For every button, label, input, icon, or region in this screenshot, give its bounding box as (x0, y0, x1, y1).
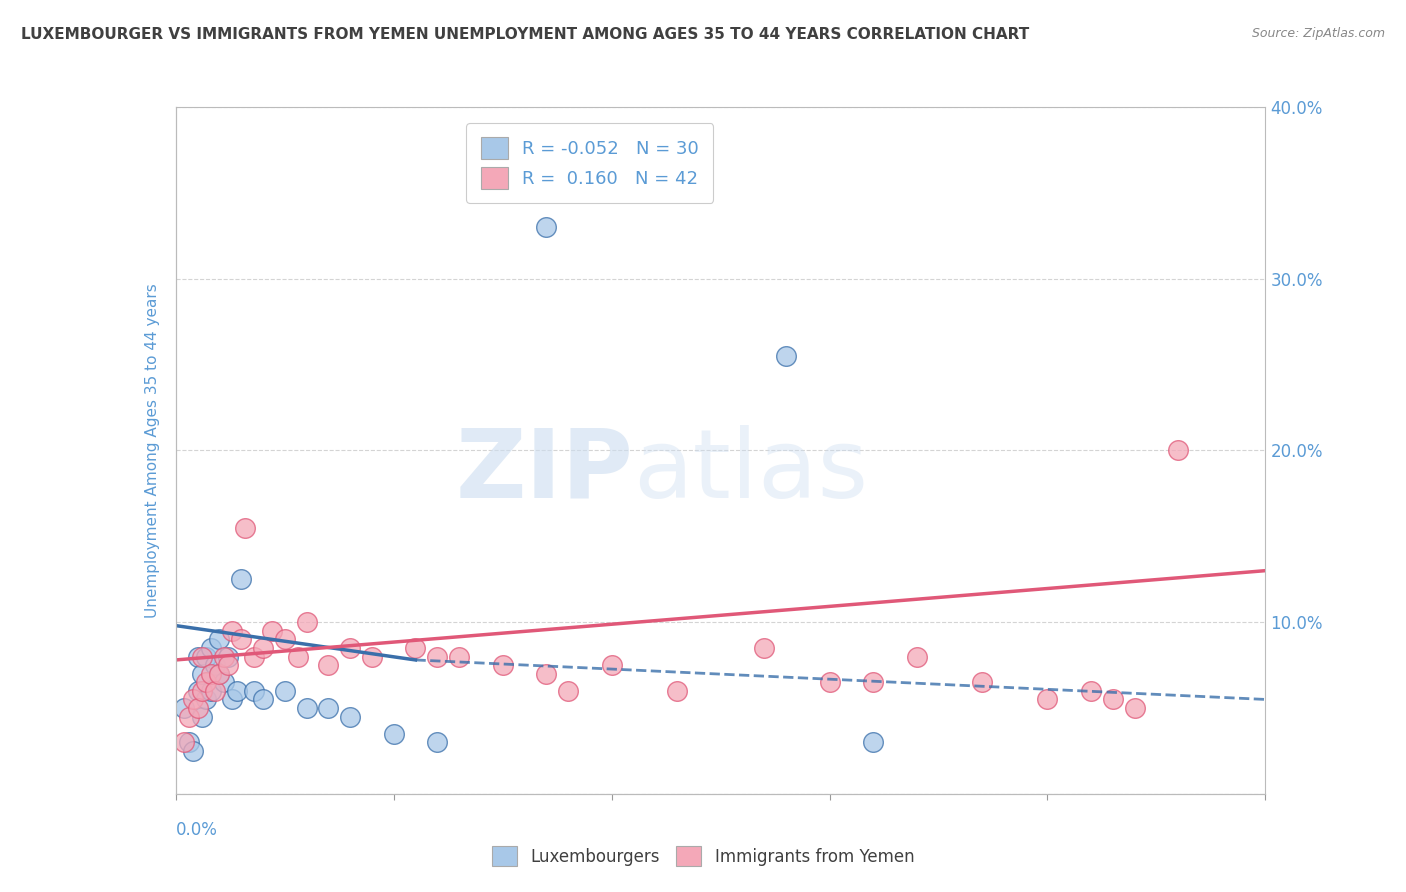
Text: Source: ZipAtlas.com: Source: ZipAtlas.com (1251, 27, 1385, 40)
Point (195, 675, 218, 690)
Point (426, 649, 449, 664)
Point (186, 683, 209, 698)
Point (177, 709, 200, 723)
Point (231, 632, 253, 647)
Point (217, 649, 239, 664)
Point (557, 683, 579, 698)
Point (186, 701, 209, 715)
Point (754, 640, 776, 655)
Point (818, 675, 841, 690)
Point (260, 624, 283, 638)
Point (191, 683, 214, 698)
Legend: Luxembourgers, Immigrants from Yemen: Luxembourgers, Immigrants from Yemen (484, 838, 922, 875)
Point (191, 649, 214, 664)
Point (252, 640, 274, 655)
Point (534, 666, 557, 681)
Legend: R = -0.052   N = 30, R =  0.160   N = 42: R = -0.052 N = 30, R = 0.160 N = 42 (467, 123, 713, 203)
Point (252, 692, 274, 706)
Text: 0.0%: 0.0% (176, 822, 218, 839)
Point (177, 735, 200, 749)
Point (173, 735, 195, 749)
Point (862, 675, 884, 690)
Text: atlas: atlas (633, 425, 869, 517)
Point (426, 735, 449, 749)
Point (217, 658, 239, 673)
Point (405, 640, 427, 655)
Point (862, 735, 884, 749)
Point (382, 727, 405, 741)
Point (195, 692, 218, 706)
Text: LUXEMBOURGER VS IMMIGRANTS FROM YEMEN UNEMPLOYMENT AMONG AGES 35 TO 44 YEARS COR: LUXEMBOURGER VS IMMIGRANTS FROM YEMEN UN… (21, 27, 1029, 42)
Point (243, 683, 266, 698)
Point (235, 521, 257, 535)
Point (600, 658, 623, 673)
Point (231, 572, 253, 586)
Point (318, 658, 340, 673)
Point (173, 701, 195, 715)
Point (318, 701, 340, 715)
Point (221, 692, 243, 706)
Point (243, 649, 266, 664)
Point (225, 683, 247, 698)
Point (191, 709, 214, 723)
Point (287, 649, 309, 664)
Point (208, 666, 231, 681)
Point (208, 632, 231, 647)
Point (534, 220, 557, 235)
Point (1036, 692, 1059, 706)
Point (295, 615, 318, 630)
Point (905, 649, 928, 664)
Point (274, 632, 297, 647)
Point (666, 683, 689, 698)
Point (1102, 692, 1125, 706)
Point (191, 666, 214, 681)
Point (339, 709, 361, 723)
Point (492, 658, 515, 673)
Point (274, 683, 297, 698)
Point (186, 649, 209, 664)
Point (1167, 443, 1189, 458)
Point (204, 658, 226, 673)
Point (200, 640, 222, 655)
Point (181, 692, 204, 706)
Point (775, 349, 797, 363)
Point (212, 649, 235, 664)
Point (1080, 683, 1102, 698)
Point (200, 683, 222, 698)
Point (204, 683, 226, 698)
Point (221, 624, 243, 638)
Point (447, 649, 470, 664)
Point (195, 649, 218, 664)
Point (208, 666, 231, 681)
Point (181, 744, 204, 758)
Point (339, 640, 361, 655)
Point (200, 666, 222, 681)
Point (360, 649, 382, 664)
Point (212, 675, 235, 690)
Point (970, 675, 993, 690)
Text: ZIP: ZIP (456, 425, 633, 517)
Y-axis label: Unemployment Among Ages 35 to 44 years: Unemployment Among Ages 35 to 44 years (145, 283, 160, 618)
Point (295, 701, 318, 715)
Point (1123, 701, 1146, 715)
